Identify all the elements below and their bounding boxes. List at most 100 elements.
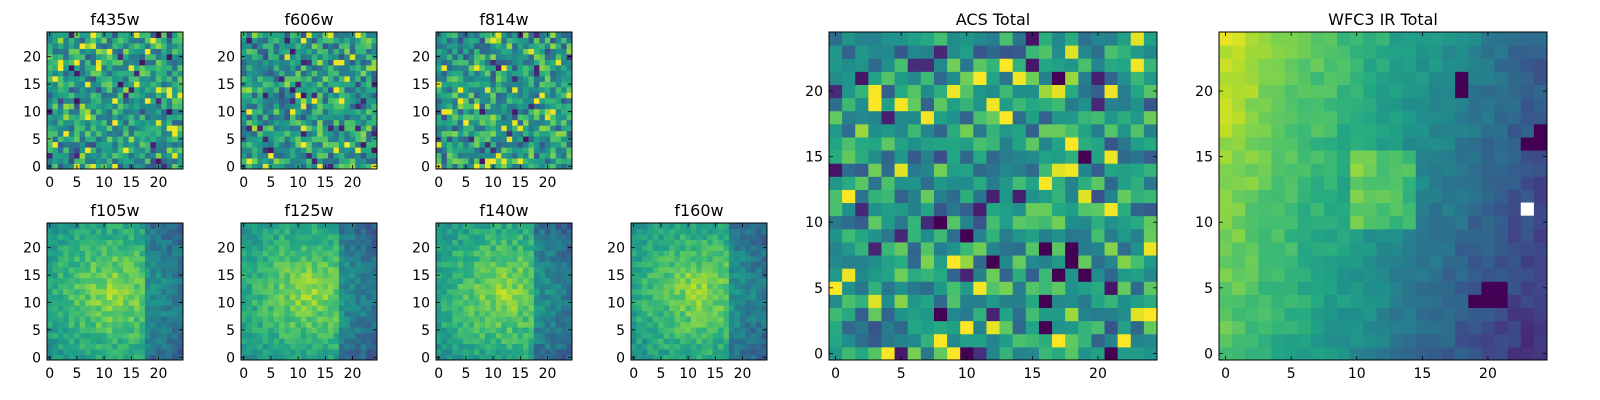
heatmap-cell xyxy=(311,147,318,154)
heatmap-cell xyxy=(311,136,318,143)
axes-frame xyxy=(240,31,378,170)
heatmap-cell xyxy=(490,37,497,44)
heatmap-cell xyxy=(289,299,296,306)
heatmap-cell xyxy=(484,141,491,148)
heatmap-cell xyxy=(512,59,519,66)
heatmap-cell xyxy=(47,64,53,71)
heatmap-cell xyxy=(355,64,362,71)
heatmap-cell xyxy=(284,81,291,88)
heatmap-cell xyxy=(90,92,97,99)
heatmap-cell xyxy=(246,327,253,334)
heatmap-cell xyxy=(712,305,719,312)
heatmap-cell xyxy=(101,70,108,77)
heatmap-cell xyxy=(52,283,59,290)
heatmap-cell xyxy=(311,119,318,126)
heatmap-cell xyxy=(366,92,373,99)
heatmap-cell xyxy=(506,42,513,49)
heatmap-cell xyxy=(112,103,119,110)
heatmap-cell xyxy=(338,250,345,257)
heatmap-cell xyxy=(539,239,546,246)
heatmap-cell xyxy=(289,255,296,262)
heatmap-cell xyxy=(74,108,81,115)
heatmap-cell xyxy=(933,163,948,177)
heatmap-cell xyxy=(479,338,486,345)
heatmap-cell xyxy=(452,332,459,339)
heatmap-cell xyxy=(669,272,676,279)
y-tick-label: 10 xyxy=(23,295,41,311)
heatmap-cell xyxy=(101,48,108,55)
heatmap-cell xyxy=(441,75,448,82)
heatmap-cell xyxy=(90,152,97,159)
heatmap-cell xyxy=(52,305,59,312)
heatmap-cell xyxy=(112,239,119,246)
heatmap-cell xyxy=(734,277,741,284)
heatmap-cell xyxy=(295,327,302,334)
heatmap-cell xyxy=(144,338,151,345)
heatmap-cell xyxy=(79,136,86,143)
heatmap-cell xyxy=(144,103,151,110)
heatmap-cell xyxy=(756,250,763,257)
heatmap-cell xyxy=(172,223,179,229)
heatmap-cell xyxy=(317,305,324,312)
heatmap-cell xyxy=(295,283,302,290)
heatmap-cell xyxy=(47,233,53,240)
heatmap-cell xyxy=(947,215,961,230)
heatmap-cell xyxy=(112,92,119,99)
heatmap-cell xyxy=(128,130,135,137)
heatmap-cell xyxy=(322,244,329,251)
heatmap-cell xyxy=(251,97,258,104)
heatmap-cell xyxy=(52,277,59,284)
heatmap-cell xyxy=(1025,294,1040,309)
heatmap-cell xyxy=(366,163,373,170)
heatmap-cell xyxy=(79,97,86,104)
heatmap-cell xyxy=(550,288,557,295)
heatmap-cell xyxy=(734,233,741,240)
heatmap-cell xyxy=(85,32,92,38)
heatmap-cell xyxy=(855,228,869,243)
heatmap-cell xyxy=(144,125,151,132)
heatmap-cell xyxy=(90,305,97,312)
heatmap-cell xyxy=(1091,320,1106,335)
heatmap-cell xyxy=(101,321,108,328)
heatmap-cell xyxy=(745,316,752,323)
heatmap-cell xyxy=(155,332,162,339)
heatmap-cell xyxy=(63,97,70,104)
heatmap-cell xyxy=(262,37,269,44)
heatmap-cell xyxy=(436,338,442,345)
heatmap-cell xyxy=(631,261,637,268)
heatmap-cell xyxy=(338,294,345,301)
heatmap-cell xyxy=(366,152,373,159)
heatmap-cell xyxy=(745,288,752,295)
heatmap-cell xyxy=(506,327,513,334)
heatmap-cell xyxy=(311,125,318,132)
heatmap-cell xyxy=(85,81,92,88)
heatmap-cell xyxy=(674,316,681,323)
heatmap-cell xyxy=(251,119,258,126)
heatmap-cell xyxy=(555,223,562,229)
heatmap-cell xyxy=(734,244,741,251)
heatmap-cell xyxy=(268,42,275,49)
heatmap-cell xyxy=(79,228,86,235)
heatmap-cell xyxy=(289,272,296,279)
heatmap-cell xyxy=(134,147,140,154)
heatmap-cell xyxy=(528,294,535,301)
heatmap-cell xyxy=(338,152,345,159)
heatmap-cell xyxy=(371,64,378,71)
heatmap-cell xyxy=(756,277,763,284)
heatmap-cell xyxy=(539,152,546,159)
heatmap-cell xyxy=(344,136,351,143)
heatmap-cell xyxy=(457,163,464,170)
heatmap-cell xyxy=(338,299,345,306)
heatmap-cell xyxy=(123,158,130,165)
heatmap-cell xyxy=(128,103,135,110)
heatmap-cell xyxy=(300,158,307,165)
heatmap-cell xyxy=(1065,189,1079,204)
heatmap-cell xyxy=(134,250,140,257)
heatmap-cell xyxy=(761,266,768,273)
heatmap-cell xyxy=(57,158,64,165)
heatmap-cell xyxy=(631,316,637,323)
heatmap-cell xyxy=(647,266,654,273)
heatmap-cell xyxy=(333,97,340,104)
heatmap-cell xyxy=(528,288,535,295)
heatmap-cell xyxy=(63,86,70,93)
